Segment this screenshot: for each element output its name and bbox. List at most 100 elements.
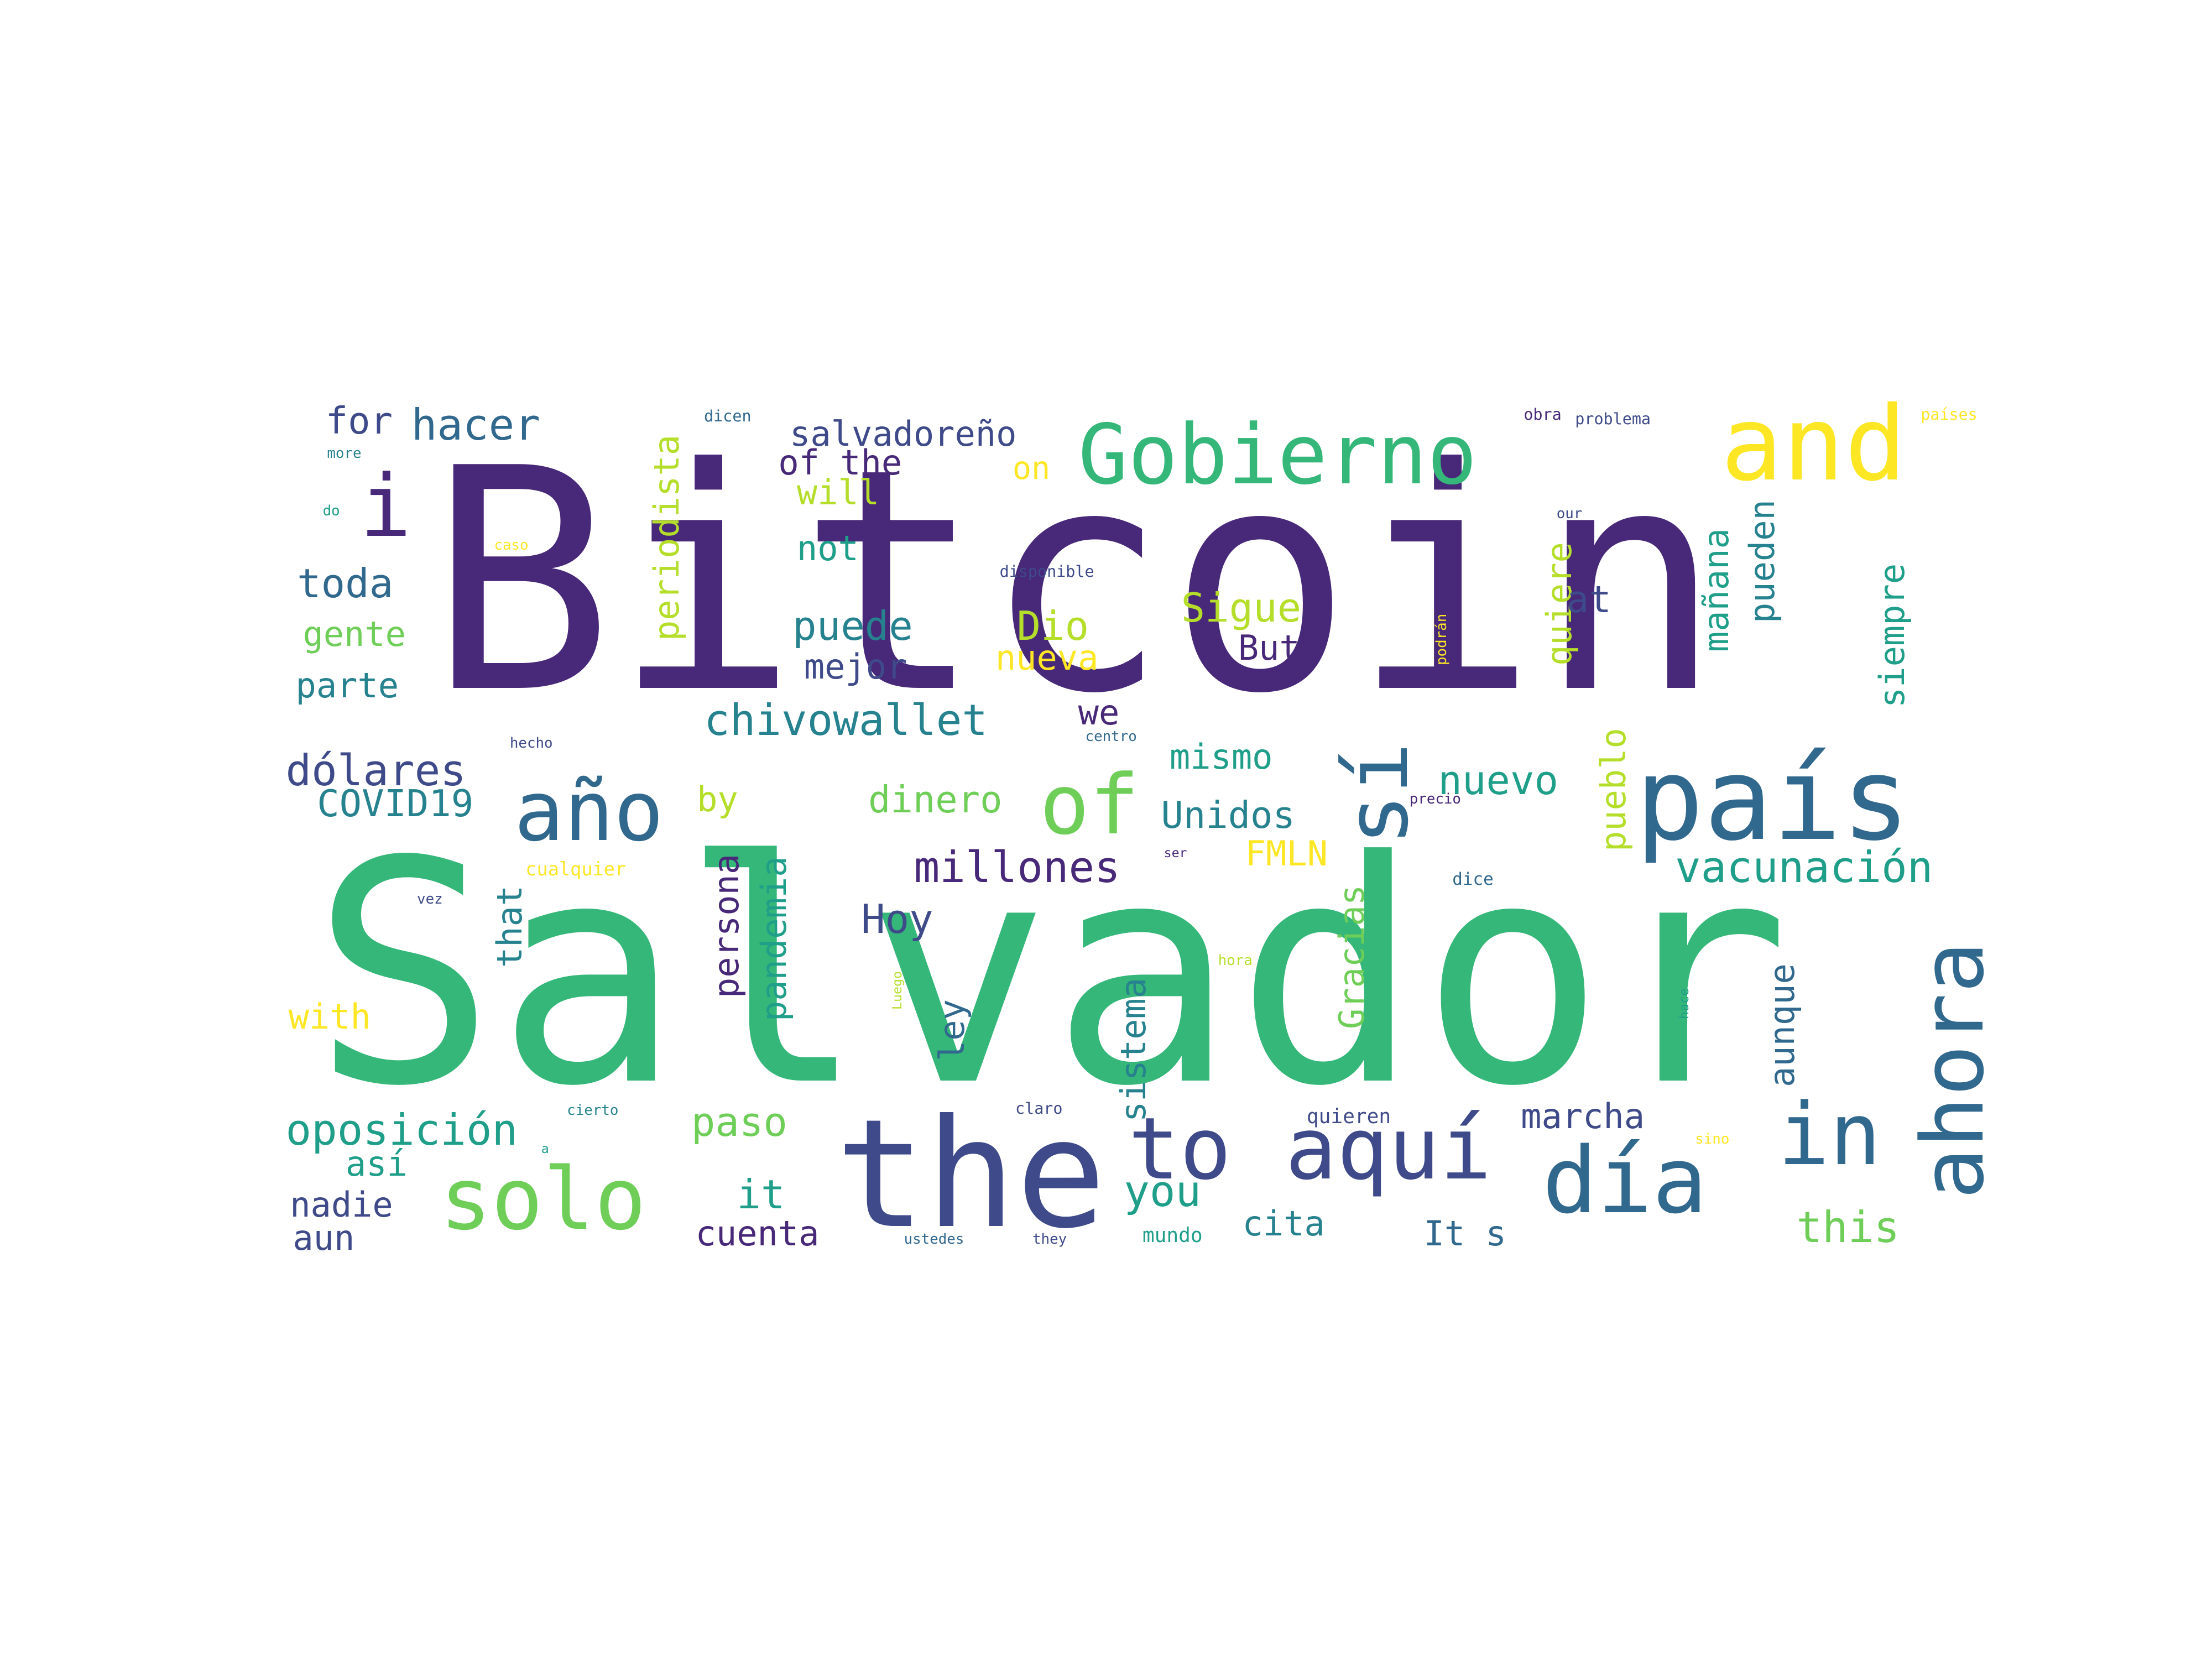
cloud-word: FMLN [1245, 833, 1328, 874]
cloud-word: they [1032, 1230, 1067, 1248]
cloud-word: it [737, 1172, 785, 1219]
cloud-word: periodista [646, 435, 687, 641]
cloud-word: podrán [1433, 614, 1451, 666]
cloud-word: do [322, 502, 340, 519]
cloud-word: for [325, 399, 393, 443]
cloud-word: COVID19 [317, 782, 474, 826]
cloud-word: centro [1085, 728, 1137, 745]
cloud-word: vacunación [1675, 843, 1933, 893]
cloud-word: mejor [804, 646, 907, 687]
cloud-word: Dio [1016, 603, 1089, 650]
cloud-word: on [1012, 450, 1051, 487]
cloud-word: aquí [1285, 1099, 1492, 1199]
cloud-word: Bitcoin [428, 403, 1723, 760]
cloud-word: Salvador [311, 795, 1790, 1153]
cloud-word: and [1720, 384, 1907, 504]
cloud-word: aunque [1761, 963, 1802, 1088]
cloud-word: you [1124, 1167, 1202, 1217]
cloud-word: millones [914, 843, 1120, 893]
cloud-word: toda [297, 561, 394, 607]
cloud-word: But [1238, 628, 1300, 669]
cloud-word: a [541, 1141, 549, 1156]
cloud-word: caso [494, 536, 529, 554]
cloud-word: to [1128, 1099, 1232, 1199]
cloud-word: Unidos [1161, 793, 1295, 837]
cloud-word: pueblo [1593, 728, 1634, 852]
cloud-word: more [327, 445, 362, 462]
cloud-word: ustedes [904, 1230, 964, 1248]
cloud-word: mañana [1695, 528, 1736, 652]
cloud-word: quieren [1306, 1104, 1391, 1129]
cloud-word: i [359, 456, 412, 557]
cloud-word: not [796, 528, 859, 568]
cloud-word: dinero [868, 778, 1003, 821]
cloud-word: cierto [567, 1102, 619, 1119]
cloud-word: parte [295, 665, 399, 706]
cloud-word: pandemia [753, 856, 794, 1021]
cloud-word: sino [1695, 1130, 1730, 1147]
cloud-word: chivowallet [704, 696, 988, 746]
cloud-word: the [835, 1087, 1107, 1262]
cloud-word: oposición [285, 1105, 518, 1156]
cloud-word: sistema [1113, 978, 1154, 1123]
cloud-word: disponible [999, 562, 1094, 581]
cloud-word: nueva [995, 638, 1099, 679]
cloud-word: día [1542, 1127, 1708, 1234]
cloud-word: problema [1575, 409, 1651, 428]
cloud-word: hora [1218, 952, 1253, 969]
cloud-word: in [1777, 1084, 1881, 1185]
cloud-word: gente [302, 613, 406, 654]
cloud-word: ser [1164, 846, 1187, 861]
cloud-word: obra [1524, 405, 1562, 424]
cloud-word: año [514, 764, 664, 860]
cloud-word: at [1566, 578, 1611, 621]
cloud-word: of [1039, 757, 1140, 853]
cloud-word: puede [792, 603, 913, 650]
cloud-word: salvadoreño [790, 414, 1017, 455]
cloud-word: hecho [509, 735, 553, 752]
cloud-word: dicen [704, 406, 752, 425]
cloud-word: dólares [285, 745, 466, 796]
cloud-word: cuenta [695, 1213, 820, 1254]
cloud-word: países [1921, 405, 1978, 424]
cloud-word: país [1635, 732, 1911, 866]
cloud-word: by [697, 779, 738, 820]
cloud-word: this [1796, 1203, 1900, 1253]
cloud-word: hace [1677, 988, 1692, 1019]
cloud-word: dice [1452, 869, 1494, 890]
cloud-word: marcha [1521, 1096, 1645, 1137]
cloud-word: hacer [411, 400, 540, 450]
cloud-word: will [796, 472, 880, 513]
cloud-word: Sigue [1181, 585, 1302, 632]
cloud-word: persona [706, 853, 747, 998]
cloud-word: cualquier [525, 858, 627, 880]
cloud-word: Gracias [1332, 885, 1373, 1030]
cloud-word: nadie [290, 1185, 393, 1225]
cloud-word: siempre [1871, 564, 1912, 708]
cloud-word: sí [1327, 742, 1428, 846]
cloud-word: vez [417, 890, 443, 907]
cloud-word: ley [932, 999, 973, 1062]
cloud-word: solo [440, 1149, 646, 1249]
cloud-word: paso [691, 1099, 787, 1146]
cloud-word: of the [778, 442, 902, 483]
cloud-word: that [489, 885, 530, 968]
cloud-word: mundo [1142, 1223, 1203, 1247]
cloud-word: ahora [1903, 941, 2004, 1200]
cloud-word: cita [1242, 1203, 1325, 1244]
cloud-word: It s [1423, 1213, 1506, 1254]
cloud-word: Luego [890, 971, 905, 1010]
cloud-word: así [345, 1143, 408, 1184]
cloud-word: Hoy [861, 896, 933, 943]
cloud-word: aun [293, 1217, 355, 1258]
cloud-word: pueden [1741, 499, 1782, 623]
cloud-word: our [1556, 505, 1583, 522]
cloud-word: claro [1015, 1099, 1063, 1118]
cloud-word: precio [1409, 791, 1461, 808]
cloud-word: with [288, 996, 371, 1037]
cloud-word: we [1078, 692, 1120, 733]
cloud-word: nuevo [1438, 758, 1559, 805]
cloud-word: Gobierno [1078, 406, 1477, 503]
cloud-word: mismo [1169, 736, 1273, 777]
